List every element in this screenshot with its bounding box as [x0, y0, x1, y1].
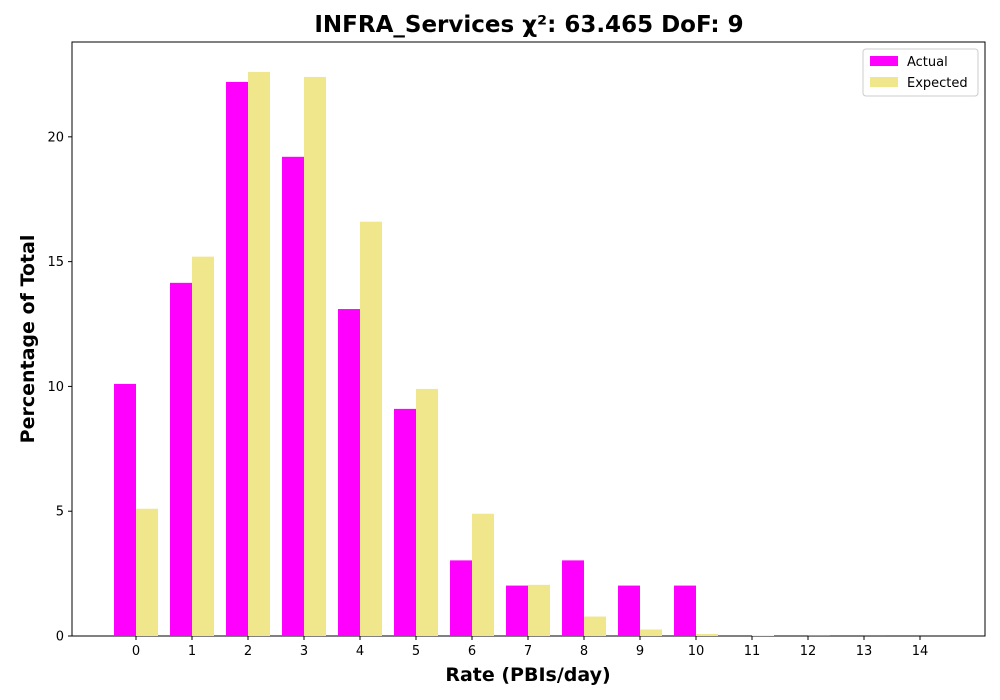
bar-actual-7: [506, 586, 528, 636]
bar-expected-0: [136, 509, 158, 636]
bar-expected-3: [304, 77, 326, 636]
x-axis-label: Rate (PBIs/day): [445, 664, 610, 686]
x-tick-label-10: 10: [688, 644, 705, 659]
bar-expected-7: [528, 585, 550, 636]
bar-actual-0: [114, 384, 136, 636]
x-tick-label-7: 7: [524, 644, 532, 659]
x-axis-ticks: 0 1 2 3 4 5 6 7 8 9 10 11 12 13 14: [132, 636, 928, 659]
legend: Actual Expected: [863, 49, 978, 96]
bar-actual-3: [282, 157, 304, 636]
bar-expected-8: [584, 617, 606, 636]
x-tick-label-0: 0: [132, 644, 140, 659]
x-tick-label-2: 2: [244, 644, 252, 659]
y-tick-label-10: 10: [47, 380, 64, 395]
x-tick-label-5: 5: [412, 644, 420, 659]
legend-label-actual: Actual: [907, 55, 948, 70]
bars-group: [114, 72, 942, 636]
legend-swatch-expected: [870, 77, 898, 87]
bar-actual-1: [170, 283, 192, 636]
bar-expected-6: [472, 514, 494, 636]
x-tick-label-12: 12: [800, 644, 817, 659]
x-tick-label-1: 1: [188, 644, 196, 659]
bar-actual-5: [394, 409, 416, 636]
x-tick-label-4: 4: [356, 644, 364, 659]
bar-actual-10: [674, 586, 696, 636]
bar-expected-2: [248, 72, 270, 636]
bar-expected-5: [416, 389, 438, 636]
bar-actual-8: [562, 560, 584, 636]
y-tick-label-0: 0: [56, 630, 64, 645]
y-axis-ticks: 0 5 10 15 20: [47, 130, 72, 644]
x-tick-label-14: 14: [912, 644, 929, 659]
y-tick-label-5: 5: [56, 505, 64, 520]
chart-title: INFRA_Services χ²: 63.465 DoF: 9: [314, 12, 743, 38]
x-tick-label-8: 8: [580, 644, 588, 659]
bar-actual-9: [618, 586, 640, 636]
bar-actual-4: [338, 309, 360, 636]
x-tick-label-9: 9: [636, 644, 644, 659]
bar-expected-1: [192, 257, 214, 636]
legend-swatch-actual: [870, 56, 898, 66]
bar-expected-9: [640, 630, 662, 636]
x-tick-label-13: 13: [856, 644, 873, 659]
x-tick-label-3: 3: [300, 644, 308, 659]
bar-expected-4: [360, 222, 382, 636]
y-tick-label-15: 15: [47, 255, 64, 270]
y-axis-label: Percentage of Total: [17, 235, 39, 444]
x-tick-label-11: 11: [744, 644, 761, 659]
y-tick-label-20: 20: [47, 130, 64, 145]
bar-actual-6: [450, 560, 472, 636]
x-tick-label-6: 6: [468, 644, 476, 659]
bar-actual-2: [226, 82, 248, 636]
bar-expected-10: [696, 634, 718, 636]
legend-label-expected: Expected: [907, 76, 968, 91]
